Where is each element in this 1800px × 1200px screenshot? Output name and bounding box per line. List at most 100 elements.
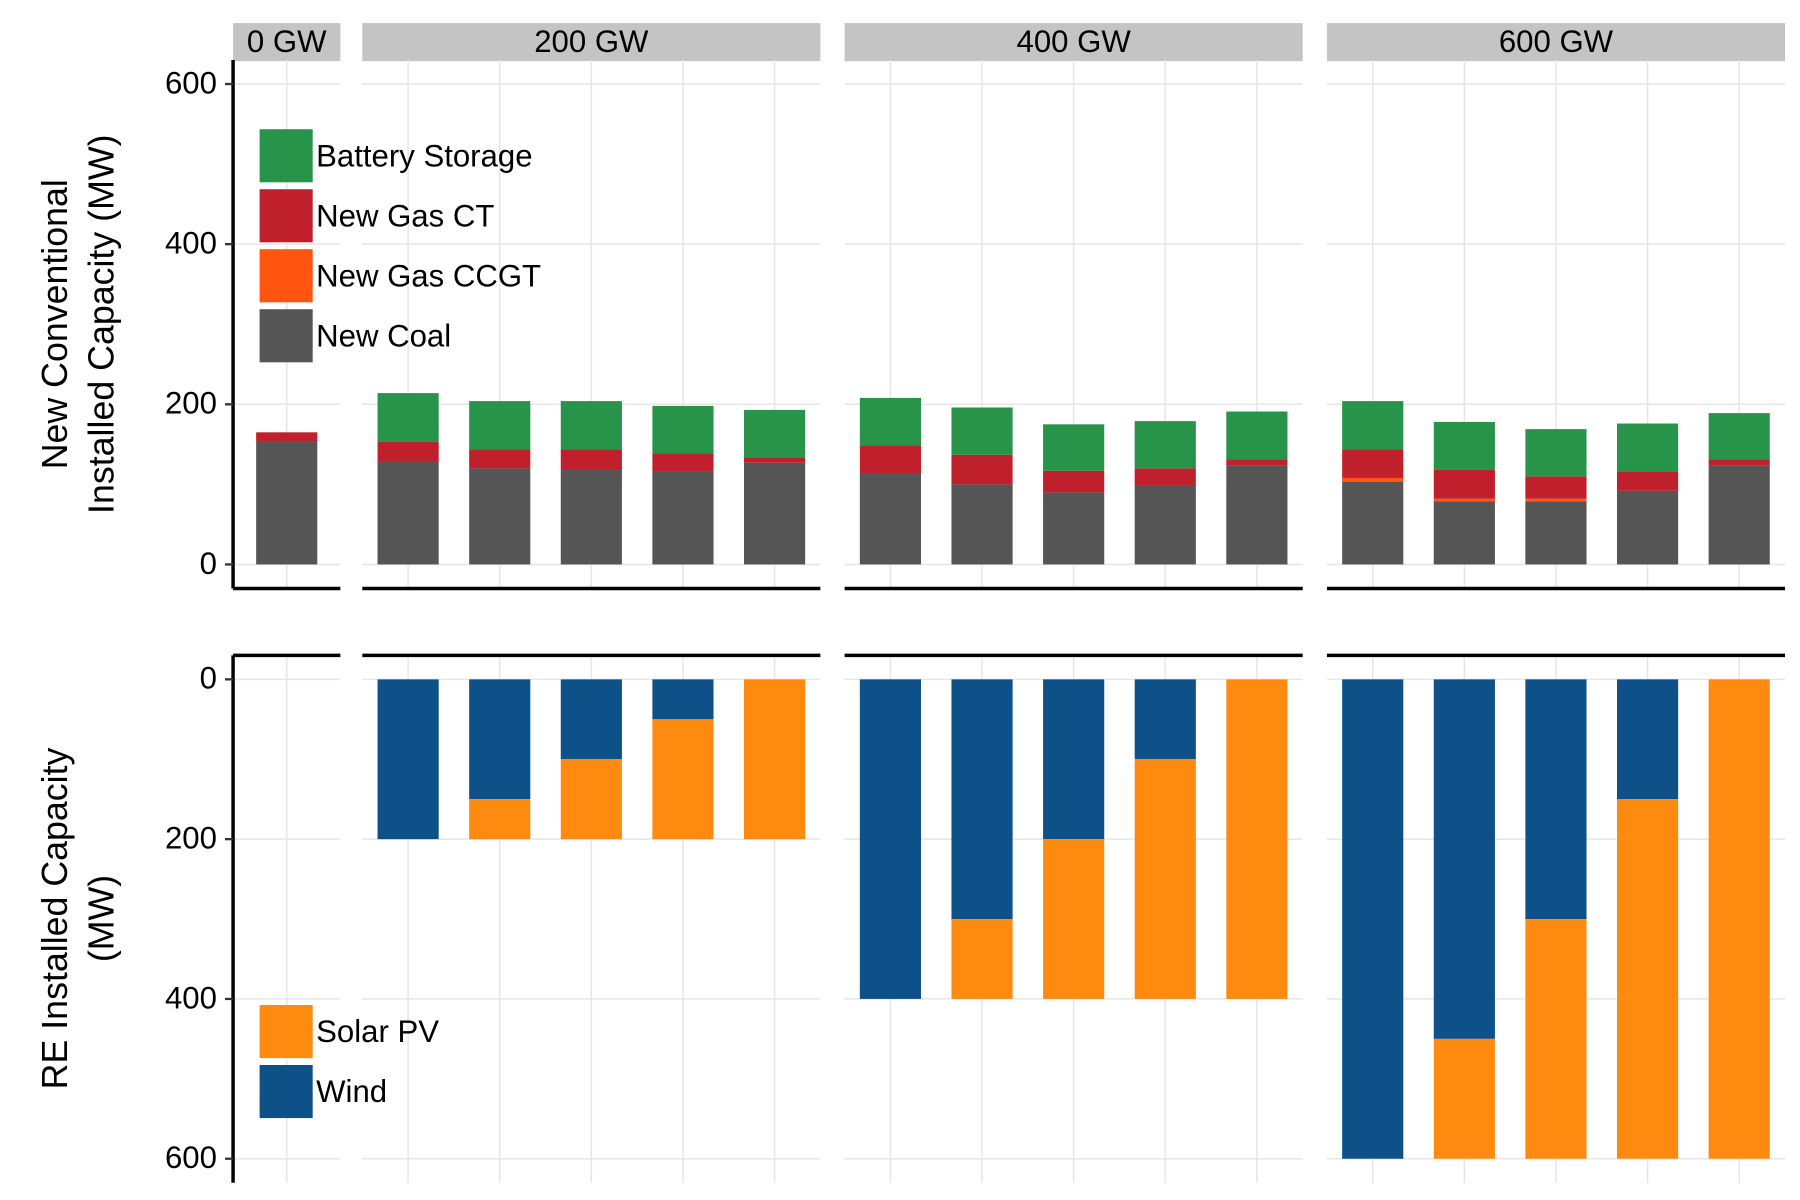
facet-label: 600 GW — [1499, 24, 1614, 59]
bar-segment — [652, 405, 714, 454]
bar-segment — [859, 473, 921, 565]
bar-segment — [744, 462, 806, 565]
bar-segment — [951, 484, 1013, 565]
bar-segment — [469, 401, 531, 450]
bar-segment — [1043, 470, 1105, 493]
bar-segment — [1708, 679, 1770, 1159]
y-tick-label: 200 — [165, 386, 217, 421]
facet-label: 0 GW — [247, 24, 327, 59]
bar-segment — [1525, 476, 1587, 499]
legend-swatch — [259, 1065, 313, 1119]
bar-segment — [560, 449, 622, 470]
bar-segment — [1617, 490, 1679, 565]
bar-segment — [744, 409, 806, 458]
bar-segment — [1525, 429, 1587, 477]
y-axis-label: (MW) — [81, 875, 121, 962]
bar-segment — [951, 407, 1013, 455]
bar-segment — [256, 441, 318, 565]
bar-segment — [469, 468, 531, 565]
bar-segment — [560, 469, 622, 565]
bar-segment — [1525, 919, 1587, 1159]
bar-segment — [469, 679, 531, 800]
bar-segment — [652, 679, 714, 720]
y-tick-label: 0 — [200, 661, 217, 696]
bar-segment — [652, 453, 714, 472]
bar-segment — [1525, 501, 1587, 565]
bar-segment — [560, 759, 622, 840]
bar-segment — [859, 679, 921, 999]
bar-segment — [1134, 679, 1196, 760]
bar-segment — [560, 401, 622, 450]
bar-segment — [951, 919, 1013, 999]
y-tick-label: 600 — [165, 1140, 217, 1175]
bar-segment — [1708, 459, 1770, 466]
bar-segment — [1043, 424, 1105, 471]
bar-segment — [1433, 501, 1495, 565]
bar-segment — [1617, 471, 1679, 491]
bar-segment — [1226, 679, 1288, 999]
bar-segment — [1433, 498, 1495, 502]
y-tick-label: 600 — [165, 65, 217, 100]
bar-segment — [652, 471, 714, 565]
bar-segment — [1708, 465, 1770, 565]
y-axis-label: New Conventional — [35, 179, 75, 469]
bar-segment — [951, 454, 1013, 485]
bar-segment — [1433, 469, 1495, 499]
facet-strip — [844, 23, 1303, 62]
bar-segment — [377, 679, 439, 840]
bar-segment — [859, 397, 921, 446]
bar-segment — [1134, 485, 1196, 565]
bar-segment — [256, 432, 318, 442]
legend-swatch — [259, 189, 313, 243]
bar-segment — [1617, 423, 1679, 472]
bar-segment — [1433, 679, 1495, 1039]
y-tick-label: 400 — [165, 226, 217, 261]
bar-segment — [1134, 759, 1196, 999]
bar-segment — [652, 719, 714, 840]
bar-segment — [560, 679, 622, 760]
bar-segment — [1617, 799, 1679, 1159]
bar-segment — [1226, 459, 1288, 466]
bar-segment — [1226, 465, 1288, 565]
bar-segment — [1342, 449, 1404, 478]
bar-segment — [1226, 411, 1288, 460]
y-tick-label: 400 — [165, 980, 217, 1015]
legend-label: Wind — [316, 1074, 387, 1109]
bar-segment — [1043, 492, 1105, 565]
bar-segment — [1433, 1038, 1495, 1159]
bar-segment — [951, 679, 1013, 920]
bar-segment — [1708, 413, 1770, 460]
bar-segment — [1617, 679, 1679, 800]
legend-swatch — [259, 309, 313, 363]
bar-segment — [1342, 679, 1404, 1159]
legend-label: Battery Storage — [316, 138, 532, 173]
bar-segment — [744, 457, 806, 463]
y-axis-label: Installed Capacity (MW) — [81, 135, 121, 514]
bar-segment — [1342, 401, 1404, 450]
bar-segment — [469, 799, 531, 840]
bar-segment — [377, 441, 439, 462]
bar-segment — [744, 679, 806, 840]
facet-label: 200 GW — [534, 24, 649, 59]
legend-label: New Coal — [316, 318, 451, 353]
bar-segment — [377, 461, 439, 565]
bar-segment — [1043, 679, 1105, 840]
facet-strip — [233, 23, 341, 62]
facet-label: 400 GW — [1017, 24, 1132, 59]
bar-segment — [1433, 421, 1495, 470]
bar-segment — [469, 449, 531, 469]
y-axis-label: RE Installed Capacity — [35, 747, 75, 1089]
legend-swatch — [259, 129, 313, 183]
bar-segment — [377, 393, 439, 442]
legend-label: New Gas CCGT — [316, 258, 541, 293]
bar-segment — [1525, 679, 1587, 920]
y-tick-label: 0 — [200, 546, 217, 581]
bar-segment — [1342, 477, 1404, 482]
legend-label: Solar PV — [316, 1014, 439, 1049]
bar-segment — [1043, 839, 1105, 999]
bar-segment — [1134, 468, 1196, 486]
facet-strip — [1326, 23, 1785, 62]
legend-swatch — [259, 249, 313, 303]
legend-label: New Gas CT — [316, 198, 494, 233]
